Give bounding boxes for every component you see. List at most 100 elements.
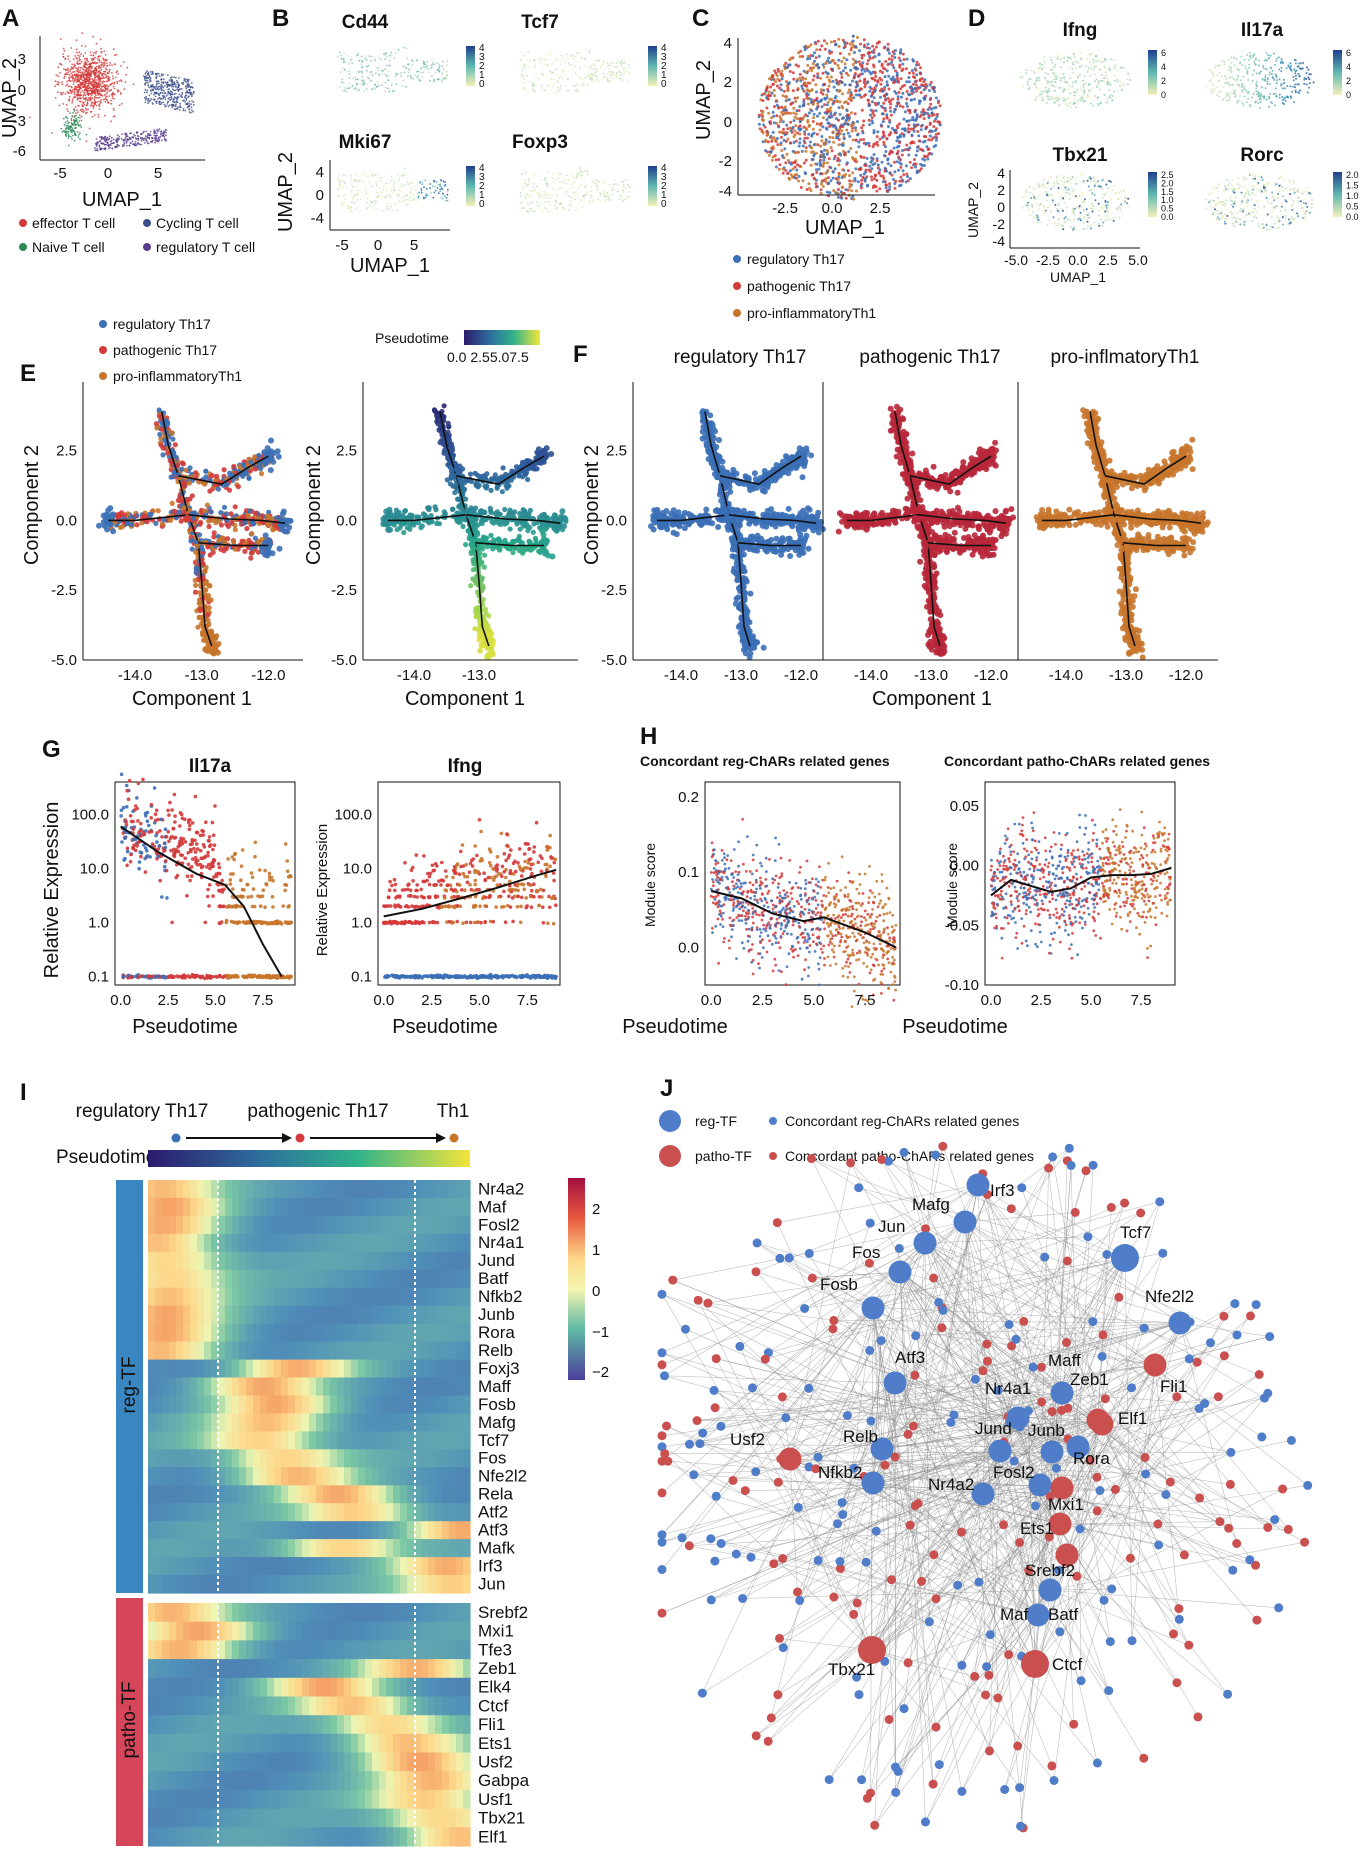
feature-cell — [586, 191, 588, 193]
feature-cell — [1224, 75, 1226, 78]
feature-cell — [382, 186, 385, 189]
legend-dot-effector — [19, 219, 27, 227]
umap-cell — [847, 174, 851, 177]
feature-cell — [533, 174, 536, 177]
umap-cell — [832, 189, 836, 193]
feature-cell — [378, 56, 381, 59]
feature-cell — [385, 208, 387, 211]
umap-cell — [91, 87, 94, 90]
umap-cell — [906, 179, 910, 183]
umap-cell — [842, 150, 845, 153]
feature-cell — [1056, 76, 1059, 79]
umap-cell — [839, 190, 843, 194]
umap-cell — [62, 56, 65, 58]
umap-cell — [817, 167, 821, 171]
feature-cell — [1277, 56, 1280, 59]
umap-cell — [147, 82, 149, 84]
umap-cell — [798, 132, 802, 136]
umap-cell — [893, 128, 897, 132]
feature-cell — [524, 179, 527, 181]
umap-cell — [773, 138, 777, 142]
umap-cell — [853, 159, 857, 163]
umap-cell — [74, 117, 77, 120]
umap-cell — [116, 82, 119, 85]
umap-cell — [192, 101, 195, 103]
umap-cell — [854, 93, 858, 97]
umap-cell — [778, 115, 782, 119]
umap-cell — [793, 133, 797, 137]
feature-cell — [1231, 76, 1233, 79]
umap-cell — [831, 170, 835, 174]
umap-cell — [808, 81, 812, 85]
umap-cell — [104, 147, 107, 150]
umap-cell — [920, 148, 924, 152]
feature-cell — [393, 181, 396, 184]
umap-cell — [780, 88, 783, 92]
feature-cell — [421, 75, 424, 78]
feature-cell — [356, 180, 359, 183]
feature-cell — [1279, 60, 1282, 63]
umap-cell — [804, 70, 808, 74]
feature-cell — [576, 191, 579, 194]
umap-cell — [884, 145, 887, 149]
umap-cell — [826, 100, 830, 104]
umap-cell — [914, 165, 917, 169]
umap-cell — [163, 103, 166, 106]
umap-cell — [86, 89, 89, 91]
feature-cell — [1253, 69, 1255, 72]
umap-cell — [146, 80, 149, 82]
umap-cell — [909, 141, 913, 145]
umap-cell — [145, 135, 147, 138]
umap-cell — [59, 72, 61, 74]
umap-cell — [153, 93, 155, 96]
feature-cell — [532, 187, 535, 190]
feature-cell — [1073, 55, 1076, 58]
feature-cell — [1247, 90, 1250, 93]
umap-cell — [146, 91, 148, 94]
umap-cell — [858, 63, 862, 66]
umap-cell — [845, 71, 848, 75]
feature-cell — [1054, 75, 1057, 78]
umap-cell — [56, 91, 59, 93]
umap-cell — [920, 123, 924, 127]
umap-cell — [165, 134, 167, 137]
feature-cell — [1274, 104, 1276, 107]
feature-cell — [432, 62, 434, 64]
umap-cell — [867, 144, 871, 148]
umap-cell — [67, 135, 70, 138]
feature-cell — [339, 180, 341, 183]
umap-cell — [809, 163, 813, 167]
feature-cell — [589, 186, 592, 189]
feature-cell — [589, 74, 592, 77]
feature-cell — [586, 173, 589, 176]
umap-cell — [113, 97, 115, 100]
umap-cell — [857, 140, 861, 144]
umap-cell — [851, 126, 855, 130]
feature-cell — [1067, 188, 1070, 191]
umap-cell — [166, 103, 169, 105]
umap-cell — [889, 164, 893, 168]
legend-dot-patho — [733, 282, 741, 290]
umap-cell — [866, 42, 870, 46]
umap-cell — [92, 79, 94, 81]
feature-cell — [1053, 101, 1056, 104]
umap-cell — [89, 65, 92, 67]
umap-cell — [880, 112, 884, 116]
feature-cell — [1278, 96, 1281, 99]
umap-cell — [889, 113, 893, 117]
umap-cell — [811, 120, 815, 123]
umap-cell — [924, 82, 928, 86]
feature-cell — [555, 200, 558, 203]
umap-cell — [157, 80, 160, 83]
umap-cell — [151, 139, 154, 142]
feature-cell — [1307, 76, 1310, 79]
umap-cell — [761, 114, 765, 118]
umap-cell — [104, 73, 107, 76]
umap-cell — [775, 114, 779, 118]
feature-cell — [559, 181, 561, 184]
feature-cell — [378, 187, 381, 190]
umap-cell — [91, 97, 94, 99]
feature-cell — [369, 171, 372, 174]
feature-cell — [445, 197, 448, 200]
umap-cell — [825, 152, 829, 156]
